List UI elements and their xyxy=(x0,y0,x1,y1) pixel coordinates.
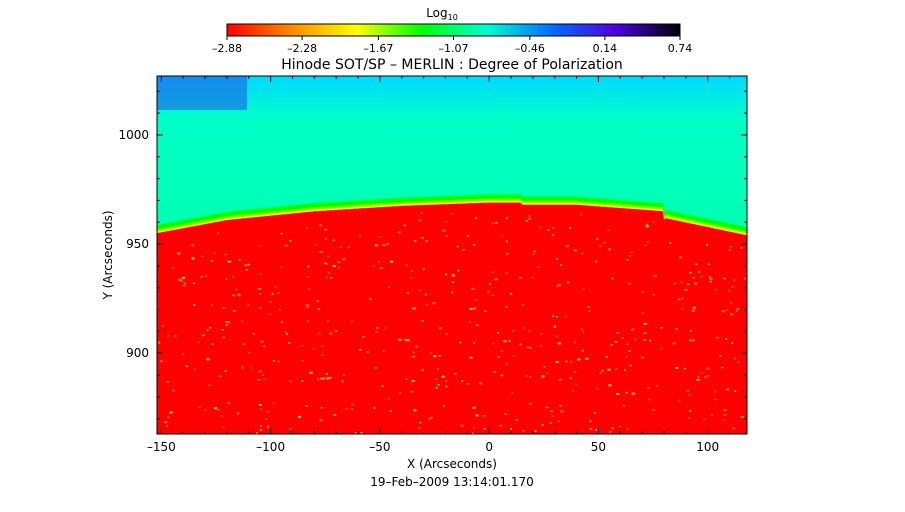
y-tick-label: 950 xyxy=(126,237,149,251)
colorbar: Log10 –2.88 –2.28 –1.67 –1.07 –0.46 0.14 0.74 xyxy=(212,6,692,55)
x-axis-ticks: –150 –100 –50 0 50 100 xyxy=(147,76,731,454)
plot-frame xyxy=(156,75,748,435)
colorbar-tick-label: –1.67 xyxy=(363,42,393,55)
x-axis-label: X (Arcseconds) xyxy=(407,457,497,471)
solar-disk-region xyxy=(157,202,747,434)
y-tick-label: 1000 xyxy=(118,128,149,142)
disk-speckles xyxy=(158,212,746,434)
x-tick-label: 100 xyxy=(696,440,719,454)
colorbar-tick-label: 0.74 xyxy=(668,42,693,55)
y-axis-ticks: 900 950 1000 xyxy=(118,90,747,420)
colorbar-tick-label: –1.07 xyxy=(439,42,469,55)
x-tick-label: –50 xyxy=(369,440,390,454)
colorbar-tick-label: –0.46 xyxy=(515,42,545,55)
top-edge-band xyxy=(157,76,247,110)
colorbar-tick-label: 0.14 xyxy=(593,42,618,55)
colorbar-ticks: –2.88 –2.28 –1.67 –1.07 –0.46 0.14 0.74 xyxy=(212,36,692,55)
colorbar-bar xyxy=(226,23,681,37)
colorbar-label: Log10 xyxy=(426,6,458,22)
y-tick-label: 900 xyxy=(126,346,149,360)
x-tick-label: 0 xyxy=(485,440,493,454)
colorbar-tick-label: –2.28 xyxy=(287,42,317,55)
y-axis-label: Y (Arcseconds) xyxy=(101,210,115,300)
colorbar-tick-label: –2.88 xyxy=(212,42,242,55)
x-tick-label: 50 xyxy=(591,440,606,454)
timestamp: 19–Feb–2009 13:14:01.170 xyxy=(370,475,533,489)
plot-image xyxy=(157,76,747,434)
x-tick-label: –150 xyxy=(147,440,176,454)
x-tick-label: –100 xyxy=(256,440,285,454)
chart-title: Hinode SOT/SP – MERLIN : Degree of Polar… xyxy=(281,57,623,73)
